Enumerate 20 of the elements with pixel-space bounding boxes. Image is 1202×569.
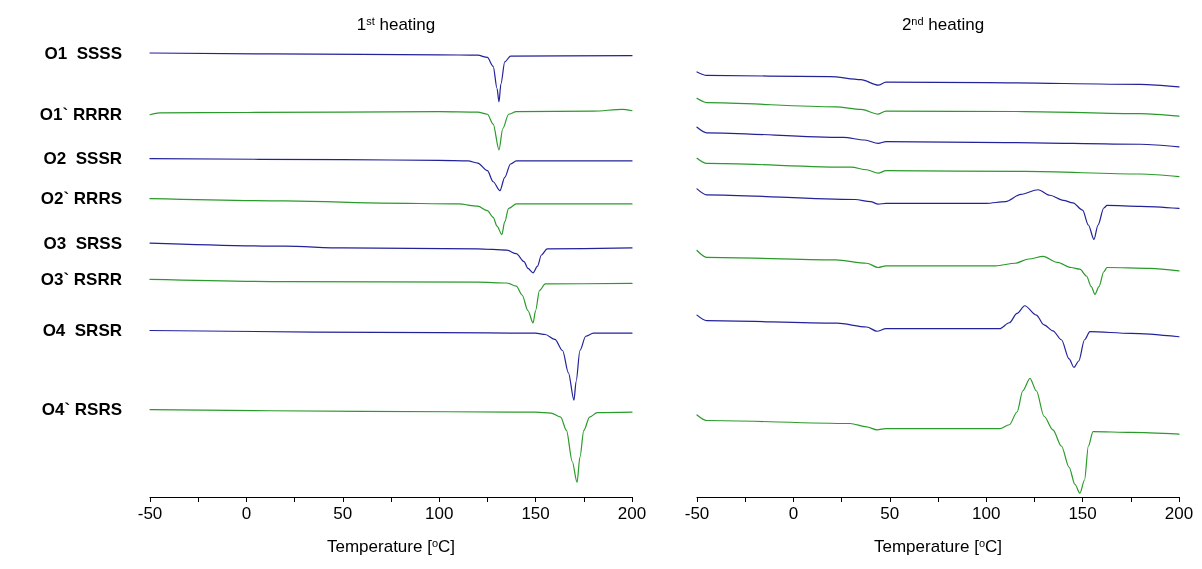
x-tick-label: -50	[137, 504, 163, 523]
x-tick-label: 0	[241, 504, 252, 523]
x-tick-label: 200	[1164, 504, 1194, 523]
x-tick-label: 150	[521, 504, 550, 523]
x-tick-label: -50	[684, 504, 710, 523]
x-tick-label: 200	[617, 504, 647, 523]
x-tick-label: 50	[880, 504, 900, 523]
series-label: O3` RSRR	[40, 269, 122, 289]
series-label: O4 SRSR	[42, 321, 122, 340]
series-label: O4` RSRS	[41, 400, 122, 420]
series-label: O3 SRSS	[43, 233, 122, 253]
series-label: O1` RRRR	[39, 105, 122, 125]
x-tick-label: 100	[972, 504, 1001, 523]
x-tick-label: 50	[333, 504, 353, 523]
series-label: O2` RRRS	[40, 189, 122, 209]
series-label: O2 SSSR	[43, 149, 122, 169]
x-tick-label: 100	[425, 504, 454, 523]
x-tick-label: 0	[788, 504, 799, 523]
series-label: O1 SSSS	[44, 43, 122, 63]
x-tick-label: 150	[1068, 504, 1097, 523]
